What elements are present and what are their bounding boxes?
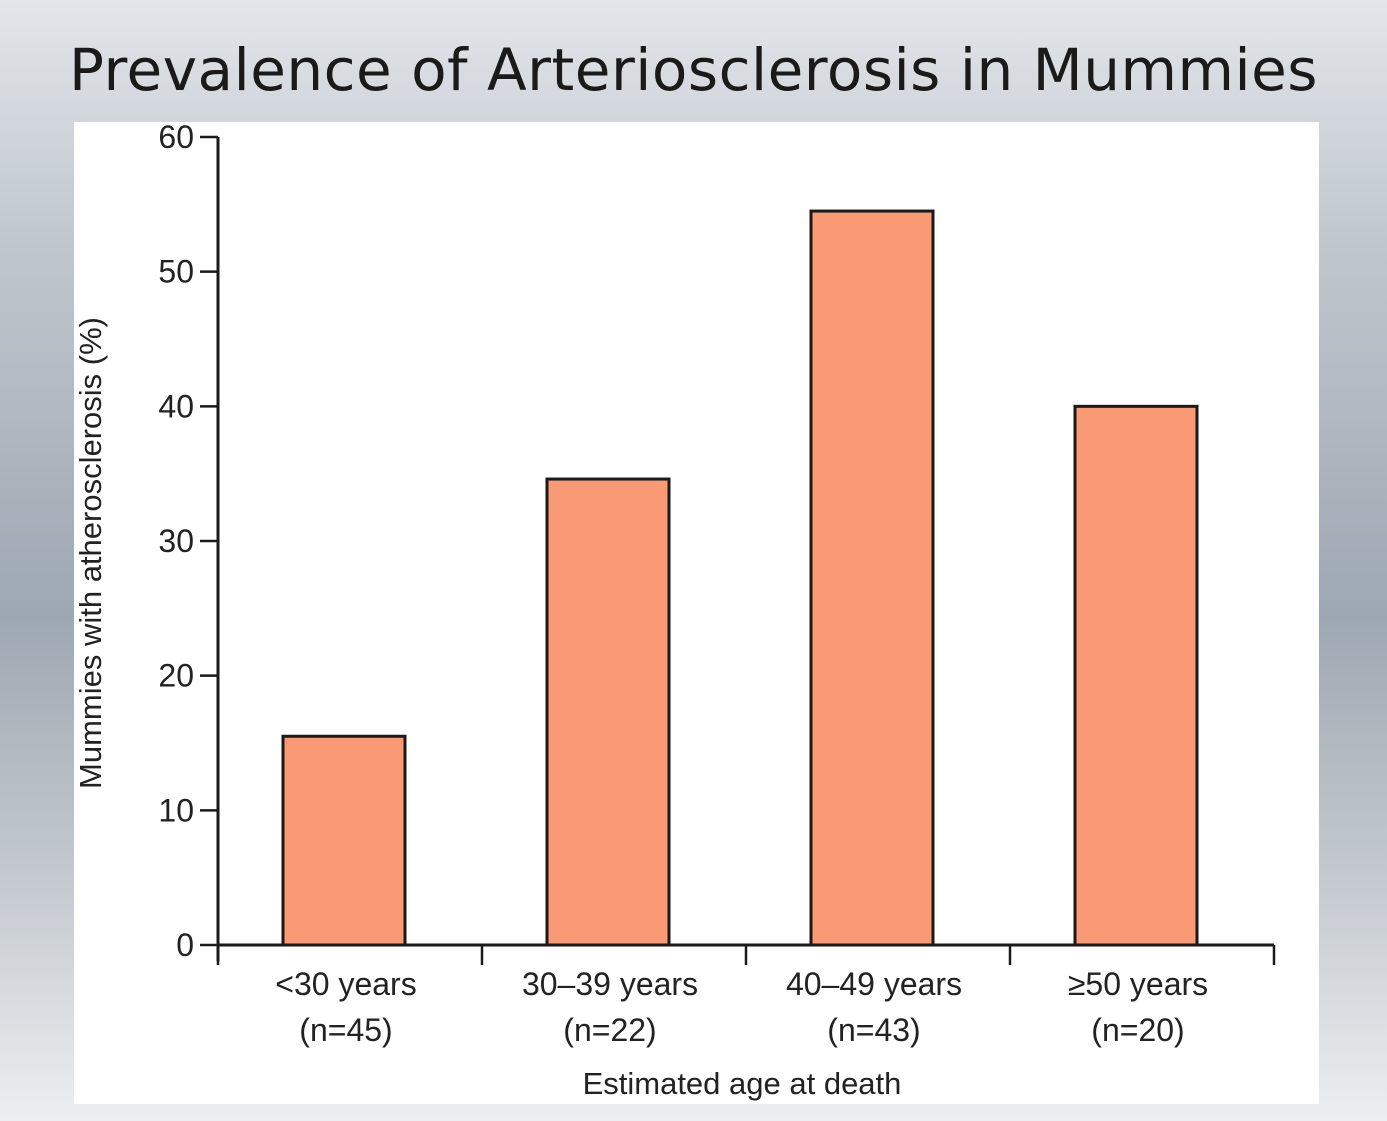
- bar: [1073, 404, 1199, 947]
- bar: [809, 209, 935, 947]
- x-category-label: <30 years: [275, 966, 416, 1002]
- y-tick-label: 40: [158, 388, 194, 424]
- x-category-label: 30–39 years: [522, 966, 698, 1002]
- x-axis-title: Estimated age at death: [583, 1066, 902, 1101]
- x-axis: [216, 943, 1276, 965]
- x-category-count: (n=45): [299, 1012, 392, 1048]
- bar: [545, 477, 671, 947]
- x-category-labels: <30 years (n=45) 30–39 years (n=22) 40–49 ye…: [275, 966, 1208, 1048]
- x-category-label: ≥50 years: [1068, 966, 1208, 1002]
- slide-title: Prevalence of Arteriosclerosis in Mummie…: [69, 36, 1318, 104]
- x-category-label: 40–49 years: [786, 966, 962, 1002]
- chart-panel: 0 10 20 30 40 50 60 <30 years (n=45) 30–39 years…: [74, 122, 1319, 1104]
- bar: [281, 734, 407, 947]
- y-axis-title: Mummies with atherosclerosis (%): [74, 317, 108, 789]
- y-tick-label: 0: [176, 927, 194, 963]
- bar-chart: 0 10 20 30 40 50 60 <30 years (n=45) 30–39 years…: [74, 122, 1276, 1101]
- x-category-count: (n=20): [1091, 1012, 1184, 1048]
- y-tick-label: 60: [158, 122, 194, 155]
- x-category-count: (n=43): [827, 1012, 920, 1048]
- y-axis: 0 10 20 30 40 50 60: [158, 122, 220, 963]
- y-tick-label: 10: [158, 792, 194, 828]
- y-tick-label: 50: [158, 254, 194, 290]
- bars: [281, 209, 1199, 947]
- y-tick-label: 30: [158, 523, 194, 559]
- x-category-count: (n=22): [563, 1012, 656, 1048]
- y-tick-label: 20: [158, 658, 194, 694]
